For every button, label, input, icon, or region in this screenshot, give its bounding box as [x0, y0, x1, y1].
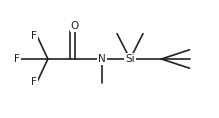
Text: F: F [31, 77, 37, 87]
Text: Si: Si [125, 54, 135, 64]
Text: N: N [98, 54, 106, 64]
Text: O: O [71, 21, 79, 31]
Text: F: F [14, 54, 20, 64]
Text: F: F [31, 31, 37, 41]
